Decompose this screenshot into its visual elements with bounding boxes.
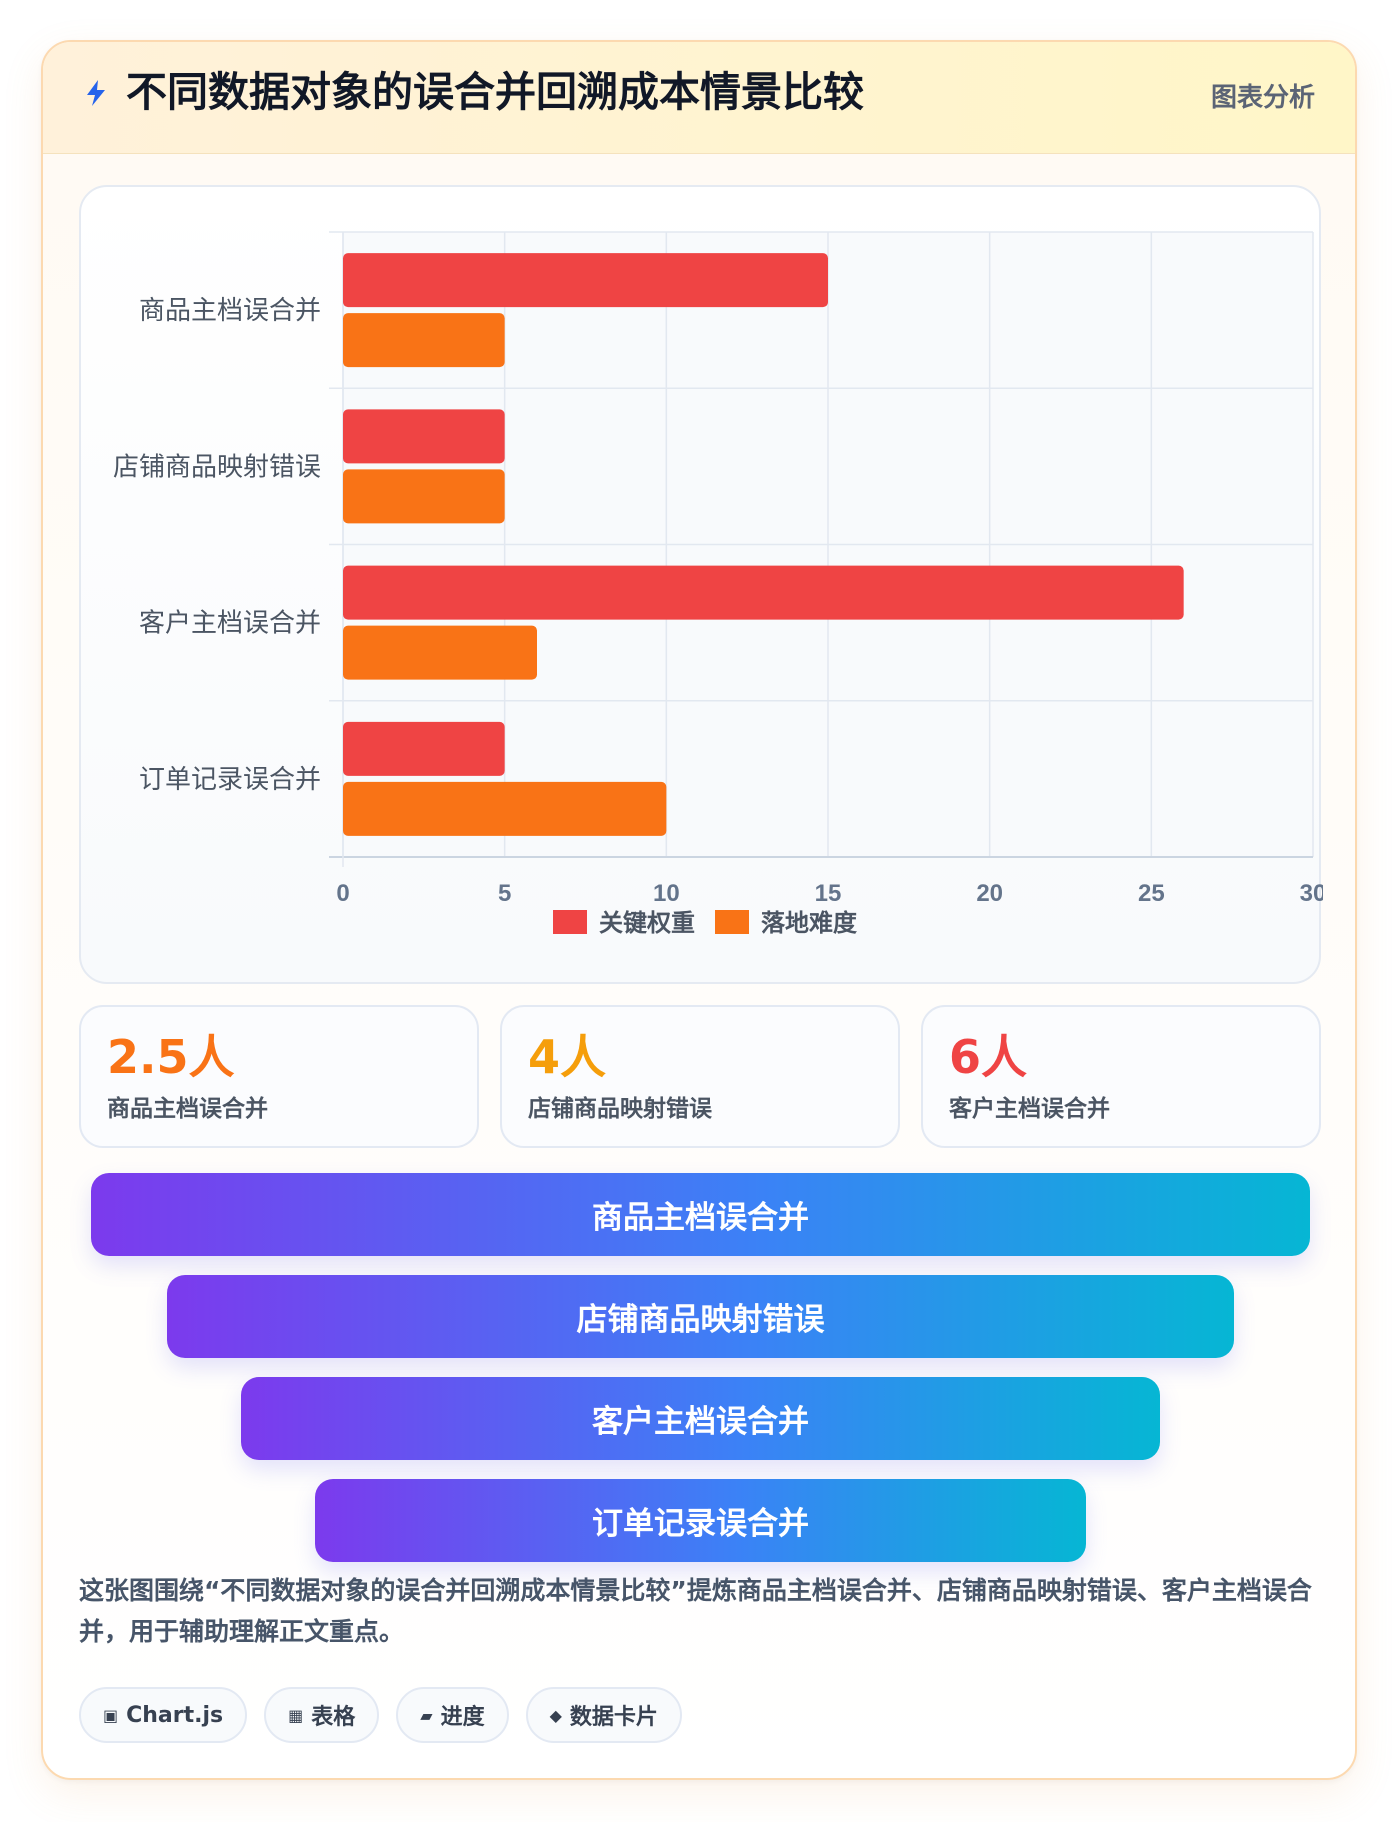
stat-label: 商品主档误合并 xyxy=(107,1096,268,1122)
funnel-bar-1: 商品主档误合并 xyxy=(91,1173,1310,1256)
progress-icon: ▰ xyxy=(420,1705,433,1725)
tag-data-card[interactable]: ◆ 数据卡片 xyxy=(525,1687,682,1743)
chart-icon: ▣ xyxy=(103,1705,119,1725)
tag-list: ▣ Chart.js ▦ 表格 ▰ 进度 ◆ 数据卡片 xyxy=(79,1687,682,1743)
chart-card: 不同数据对象的误合并回溯成本情景比较 图表分析 0 5 10 15 20 25 30 商品主档… xyxy=(41,40,1357,1780)
diamond-icon: ◆ xyxy=(549,1705,562,1725)
x-tick-label: 15 xyxy=(815,880,842,907)
stat-value: 2.5人 xyxy=(107,1030,235,1084)
stat-card-2: 4人 店铺商品映射错误 xyxy=(500,1005,900,1148)
table-icon: ▦ xyxy=(288,1705,304,1725)
bar xyxy=(343,565,1184,620)
legend-label: 落地难度 xyxy=(761,909,858,937)
bar xyxy=(343,625,537,680)
stat-card-1: 2.5人 商品主档误合并 xyxy=(79,1005,479,1148)
x-tick-label: 30 xyxy=(1300,880,1323,907)
header-tag: 图表分析 xyxy=(1210,83,1315,113)
x-tick-label: 0 xyxy=(336,880,349,907)
stat-label: 客户主档误合并 xyxy=(949,1096,1110,1122)
legend-label: 关键权重 xyxy=(599,909,695,937)
x-tick-label: 5 xyxy=(498,880,511,907)
bar xyxy=(343,469,505,524)
tag-chartjs[interactable]: ▣ Chart.js xyxy=(79,1687,248,1743)
legend-swatch xyxy=(553,910,587,934)
bar xyxy=(343,781,667,836)
chart-description: 这张图围绕“不同数据对象的误合并回溯成本情景比较”提炼商品主档误合并、店铺商品映… xyxy=(79,1576,1312,1646)
y-tick-label: 订单记录误合并 xyxy=(139,765,321,795)
legend-swatch xyxy=(715,910,749,934)
page-title: 不同数据对象的误合并回溯成本情景比较 xyxy=(126,68,864,116)
funnel-bar-3: 客户主档误合并 xyxy=(241,1377,1160,1460)
funnel-bar-2: 店铺商品映射错误 xyxy=(167,1275,1234,1358)
stat-value: 4人 xyxy=(528,1030,607,1084)
tag-label: Chart.js xyxy=(126,1702,224,1728)
bar-chart: 0 5 10 15 20 25 30 商品主档误合并店铺商品映射错误客户主档误合并订单记录误合… xyxy=(113,231,1323,937)
tag-progress[interactable]: ▰ 进度 xyxy=(396,1687,509,1743)
stat-card-3: 6人 客户主档误合并 xyxy=(921,1005,1321,1148)
bar xyxy=(343,253,828,308)
x-tick-label: 10 xyxy=(653,880,680,907)
tag-label: 表格 xyxy=(311,1705,356,1730)
y-tick-label: 商品主档误合并 xyxy=(139,296,321,326)
tag-label: 数据卡片 xyxy=(569,1705,658,1730)
stat-value: 6人 xyxy=(949,1030,1028,1084)
x-tick-label: 20 xyxy=(976,880,1003,907)
lightning-icon xyxy=(87,80,105,106)
bar xyxy=(343,313,505,368)
funnel-bar-4: 订单记录误合并 xyxy=(315,1479,1086,1562)
bar xyxy=(343,409,505,464)
y-tick-label: 店铺商品映射错误 xyxy=(113,452,321,482)
bar xyxy=(343,721,505,776)
stat-label: 店铺商品映射错误 xyxy=(528,1096,712,1122)
chart-panel: 0 5 10 15 20 25 30 商品主档误合并店铺商品映射错误客户主档误合并订单记录误合… xyxy=(79,185,1323,984)
card-header: 不同数据对象的误合并回溯成本情景比较 图表分析 xyxy=(43,42,1355,154)
x-tick-label: 25 xyxy=(1138,880,1165,907)
tag-table[interactable]: ▦ 表格 xyxy=(264,1687,380,1743)
tag-label: 进度 xyxy=(440,1705,485,1730)
y-tick-label: 客户主档误合并 xyxy=(139,609,321,639)
